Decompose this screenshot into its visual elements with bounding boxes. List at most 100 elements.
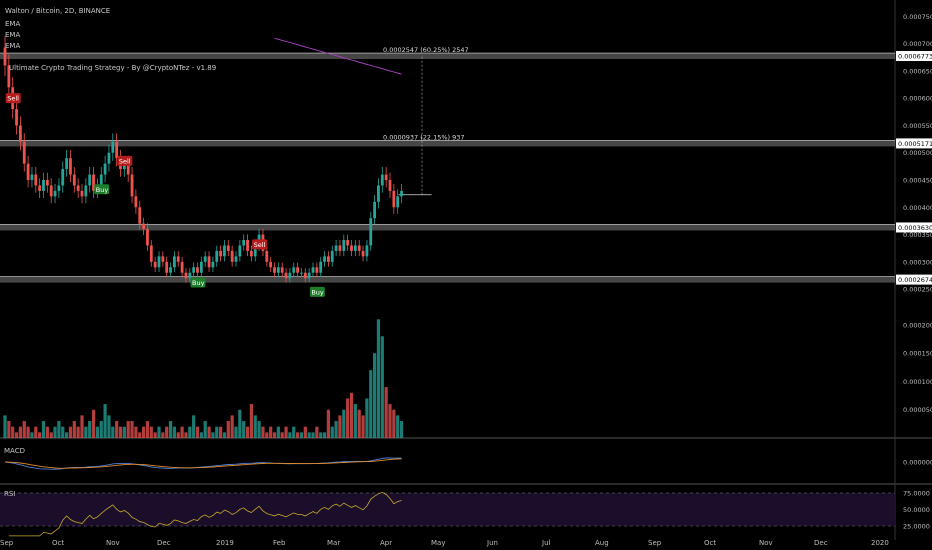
candle-body-51 — [199, 261, 203, 273]
candle-body-73 — [284, 272, 288, 279]
candle-body-98 — [380, 174, 384, 186]
levels-layer: 0.0006773 0.0005171 0.0003630 0.0002674 — [0, 51, 932, 285]
volume-bar-21 — [84, 426, 88, 438]
candle-body-13 — [53, 190, 57, 197]
volume-bar-0 — [3, 415, 7, 438]
volume-bar-76 — [296, 432, 300, 438]
volume-bar-40 — [157, 426, 161, 438]
ema-purple-line — [274, 37, 402, 75]
level-price-label-0: 0.0006773 — [898, 53, 932, 61]
level-price-label-2: 0.0003630 — [898, 224, 932, 232]
volume-bar-18 — [72, 421, 76, 438]
candle-body-55 — [215, 250, 219, 262]
candle-body-16 — [65, 158, 68, 170]
candle-body-101 — [392, 190, 396, 208]
ema-label-2[interactable]: EMA — [5, 31, 20, 39]
candle-body-34 — [134, 196, 138, 208]
volume-bar-99 — [384, 387, 388, 438]
ema-label-3[interactable]: EMA — [5, 42, 20, 50]
volume-bar-79 — [307, 432, 311, 438]
rsi-line — [8, 491, 402, 537]
signal-badge-1 — [117, 155, 133, 166]
candle-body-99 — [384, 174, 388, 180]
x-tick-10: Jul — [541, 539, 551, 547]
volume-bar-14 — [57, 421, 61, 438]
candle-body-60 — [234, 256, 238, 262]
signal-badge-5 — [309, 286, 325, 297]
ema-label-1[interactable]: EMA — [5, 20, 20, 28]
volume-bar-57 — [222, 432, 227, 438]
candle-body-71 — [276, 267, 280, 273]
signal-label-3: Sell — [254, 241, 266, 249]
volume-bar-101 — [392, 409, 396, 438]
level-price-tag-2 — [896, 222, 932, 233]
candle-body-46 — [180, 261, 184, 273]
signal-label-4: Buy — [192, 279, 205, 287]
candle-body-29 — [115, 141, 119, 159]
volume-bar-103 — [399, 421, 404, 438]
volume-bar-93 — [361, 415, 365, 438]
candle-body-83 — [323, 256, 326, 262]
rsi-label[interactable]: RSI — [4, 490, 15, 498]
volume-bar-63 — [245, 426, 250, 438]
macd-layer — [4, 457, 402, 470]
candle-body-42 — [165, 261, 169, 273]
signal-label-2: Buy — [96, 186, 109, 194]
x-tick-14: Nov — [759, 539, 773, 547]
volume-bar-49 — [192, 415, 196, 438]
candle-body-22 — [88, 174, 92, 186]
volume-bar-34 — [134, 426, 138, 438]
volume-bar-102 — [396, 415, 400, 438]
candle-body-12 — [49, 185, 53, 197]
candle-body-15 — [61, 169, 65, 186]
candle-body-41 — [161, 256, 165, 262]
level-band-2 — [0, 224, 895, 231]
candle-body-35 — [138, 207, 142, 224]
volume-bar-38 — [149, 426, 153, 438]
candle-body-43 — [169, 267, 172, 273]
volume-bar-43 — [168, 421, 173, 438]
volume-bar-12 — [49, 432, 53, 438]
volume-bar-73 — [284, 426, 288, 438]
candle-body-85 — [330, 250, 334, 262]
candle-body-62 — [242, 240, 246, 246]
signals-layer: Sell Sell Buy Sell Buy Buy — [5, 93, 325, 297]
macd-signal-line — [4, 458, 402, 469]
candle-body-20 — [80, 190, 84, 197]
volume-bar-39 — [153, 432, 157, 438]
candle-body-39 — [153, 261, 157, 268]
candle-body-36 — [142, 223, 145, 230]
candle-body-50 — [196, 267, 199, 273]
strategy-label[interactable]: Ultimate Crypto Trading Strategy - By @C… — [9, 64, 216, 72]
x-tick-6: Mar — [327, 539, 340, 547]
volume-bar-83 — [322, 432, 327, 438]
candle-body-38 — [149, 245, 153, 262]
candle-body-1 — [7, 65, 11, 88]
candle-body-19 — [76, 185, 80, 191]
symbol-title[interactable]: Walton / Bitcoin, 2D, BINANCE — [5, 7, 110, 15]
volume-bar-71 — [276, 426, 280, 438]
candles-layer — [3, 36, 403, 283]
candle-body-88 — [342, 240, 346, 251]
candle-body-76 — [296, 267, 299, 273]
volume-bar-1 — [7, 421, 11, 438]
candle-body-68 — [265, 250, 269, 262]
candle-body-57 — [223, 245, 226, 257]
volume-bar-17 — [68, 426, 73, 438]
candle-body-49 — [192, 267, 196, 273]
level-band-3 — [0, 276, 895, 283]
macd-label[interactable]: MACD — [4, 447, 25, 455]
candle-body-54 — [211, 261, 215, 268]
volume-bar-6 — [26, 426, 30, 438]
volume-bar-25 — [99, 421, 103, 438]
candle-body-100 — [388, 180, 392, 191]
volume-bar-48 — [188, 426, 192, 438]
volume-bar-59 — [230, 415, 234, 438]
